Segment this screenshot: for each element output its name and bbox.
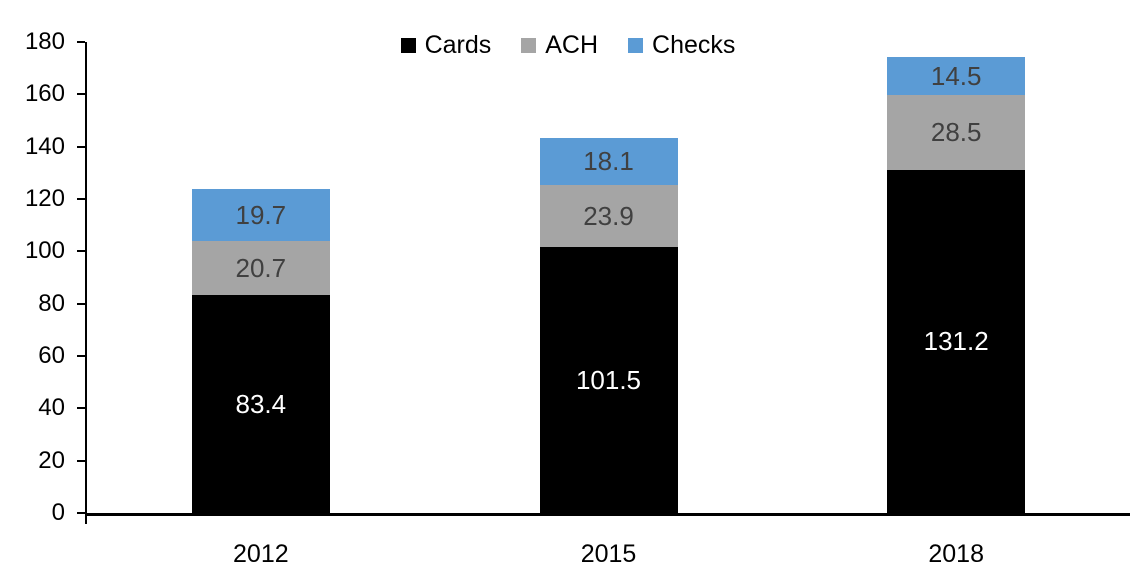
bar-stack-2012: 83.4 20.7 19.7 — [191, 189, 330, 513]
bar-value-label: 131.2 — [923, 326, 989, 357]
legend-marker-cards-icon — [400, 37, 416, 53]
x-axis-label-2012: 2012 — [233, 540, 289, 568]
legend-label: Cards — [424, 31, 492, 59]
bar-column-2018: 131.2 28.5 14.5 — [782, 42, 1130, 513]
y-axis-label: 180 — [24, 28, 65, 55]
y-axis-label: 160 — [24, 80, 65, 108]
y-axis-label: 20 — [38, 446, 65, 474]
y-axis-label: 0 — [51, 499, 65, 526]
y-axis-tick — [77, 41, 85, 43]
y-axis-tick — [77, 198, 85, 201]
bar-value-label: 14.5 — [930, 61, 982, 92]
legend-marker-ach-icon — [521, 37, 537, 53]
bar-stack-2015: 101.5 23.9 18.1 — [539, 137, 678, 513]
legend-label: Checks — [652, 31, 736, 59]
bar-value-label: 20.7 — [235, 252, 287, 283]
legend-item-ach: ACH — [521, 30, 598, 60]
legend-item-cards: Cards — [400, 30, 492, 60]
legend-item-checks: Checks — [628, 30, 735, 60]
bar-segment-ach-2015: 23.9 — [539, 184, 678, 248]
bar-value-label: 101.5 — [575, 365, 642, 396]
y-axis-label: 40 — [38, 394, 65, 422]
bar-segment-cards-2012: 83.4 — [191, 294, 330, 513]
legend: Cards ACH Checks — [0, 30, 1136, 60]
x-axis-label-2018: 2018 — [928, 540, 984, 568]
bar-value-label: 83.4 — [235, 388, 287, 419]
y-axis-label: 100 — [24, 237, 65, 265]
x-axis-label-2015: 2015 — [580, 540, 637, 568]
x-axis-labels: 2012 2015 2018 — [87, 542, 1130, 567]
bar-column-2012: 83.4 20.7 19.7 — [87, 42, 435, 513]
y-axis-tick — [77, 93, 85, 96]
bar-value-label: 19.7 — [235, 199, 287, 230]
bar-column-2015: 101.5 23.9 18.1 — [435, 42, 783, 513]
y-axis-tick — [77, 512, 85, 514]
y-axis-label: 80 — [38, 289, 65, 317]
y-axis-label: 140 — [24, 132, 65, 160]
y-axis-label: 120 — [24, 185, 65, 213]
bar-value-label: 18.1 — [583, 146, 634, 177]
bar-segment-checks-2012: 19.7 — [191, 189, 330, 241]
y-axis-tick — [77, 302, 85, 305]
plot-area: 83.4 20.7 19.7 101.5 23.9 18.1 131.2 28.5 14.5 0… — [25, 30, 1130, 567]
legend-label: ACH — [545, 31, 599, 59]
bar-segment-checks-2018: 14.5 — [887, 57, 1026, 96]
bar-value-label: 28.5 — [930, 117, 982, 148]
y-axis-tick — [77, 145, 85, 148]
bar-segment-checks-2015: 18.1 — [539, 137, 678, 185]
x-axis-origin-tick — [85, 513, 87, 524]
bar-segment-cards-2015: 101.5 — [539, 247, 678, 513]
y-axis-tick — [77, 459, 85, 462]
y-axis-tick — [77, 407, 85, 410]
bar-columns: 83.4 20.7 19.7 101.5 23.9 18.1 131.2 28.5 14.5 — [87, 42, 1130, 513]
bar-stack-2018: 131.2 28.5 14.5 — [887, 57, 1026, 513]
bar-segment-cards-2018: 131.2 — [887, 169, 1026, 513]
bar-segment-ach-2018: 28.5 — [887, 95, 1026, 170]
y-axis-tick — [77, 250, 85, 253]
y-axis-tick — [77, 355, 85, 358]
legend-marker-checks-icon — [628, 37, 644, 53]
y-axis-label: 60 — [38, 342, 65, 370]
bar-segment-ach-2012: 20.7 — [191, 240, 330, 295]
bar-value-label: 23.9 — [583, 201, 634, 232]
